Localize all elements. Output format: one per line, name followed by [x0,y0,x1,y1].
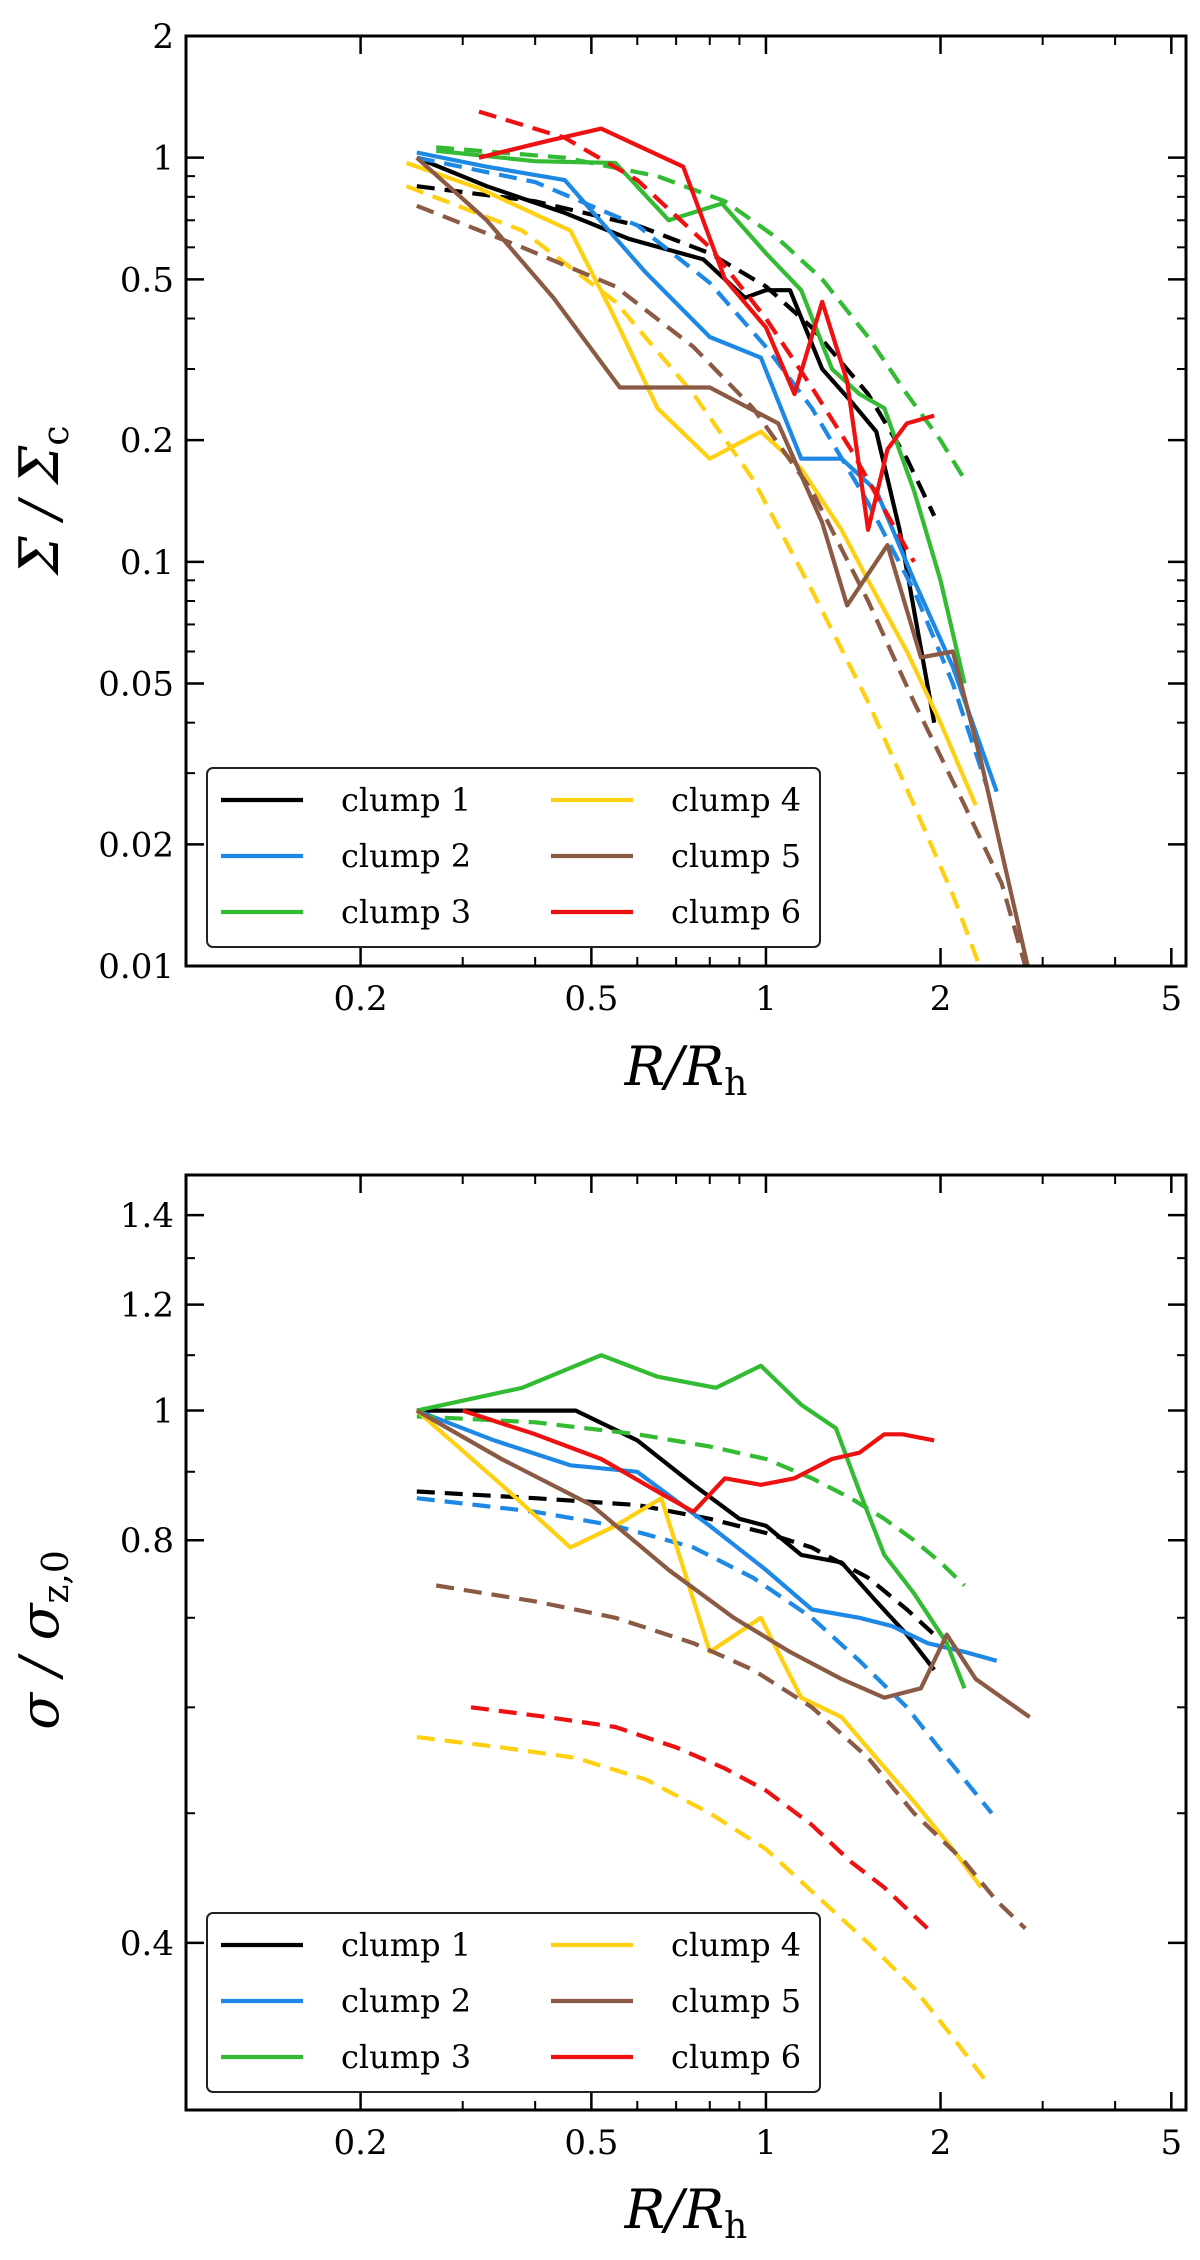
x-tick-label: 0.2 [334,979,388,1019]
legend-label: clump 4 [671,1926,801,1964]
series-line-clump-1-model- [416,1489,936,1637]
y-tick-label: 0.2 [120,421,174,461]
legend-label: clump 3 [341,893,471,931]
legend-box [206,1912,821,2093]
series-line-clump-4 [415,1409,983,1889]
series-line-clump-3-model- [416,1414,966,1588]
series-line-clump-4-model- [416,1735,989,2083]
surface-density-ticks: 0.2 0.5 1 2 5 0.01 0.02 0.05 0.1 0.2 0.5 1 2 [98,17,1186,1019]
series-line-clump-6-model- [470,1705,930,1931]
x-tick-label: 0.5 [564,979,618,1019]
x-tick-label: 2 [930,979,952,1019]
legend-label: clump 6 [671,2038,801,2076]
series-line-clump-5-model- [435,1583,1027,1931]
plot-frame [184,34,1188,968]
series-line-clump-1 [416,1408,936,1672]
series-line-clump-1 [416,155,937,724]
velocity-dispersion-panel: 0.2 0.5 1 2 5 0.4 0.8 1 1.2 1.4 R/Rh σ / σz,0 clu… [8,1173,1188,2247]
y-tick-label: 0.8 [120,1521,174,1561]
y-axis-label: Σ / Σc [8,425,77,576]
y-tick-label: 1.2 [120,1286,174,1326]
legend-label: clump 2 [341,837,471,875]
x-axis-label: R/Rh [624,2178,748,2247]
x-tick-label: 1 [755,979,777,1019]
x-tick-label: 1 [755,2123,777,2163]
x-tick-label: 5 [1161,2123,1183,2163]
y-tick-label: 0.5 [120,260,174,300]
series-line-clump-3 [435,148,967,684]
legend-label: clump 1 [341,781,471,819]
y-tick-label: 0.02 [98,825,174,865]
x-tick-label: 0.2 [334,2123,388,2163]
series-line-clump-5-model- [416,203,1028,966]
legend-box [206,767,821,948]
series-line-clump-2 [416,150,999,793]
velocity-dispersion-lines [415,1353,1031,2083]
legend-label: clump 6 [671,893,801,931]
y-tick-label: 1 [152,1392,174,1432]
series-line-clump-6 [462,1408,935,1514]
series-line-clump-4-model- [405,184,982,966]
series-line-clump-5 [415,1408,1031,1719]
x-tick-label: 2 [930,2123,952,2163]
legend-label: clump 3 [341,2038,471,2076]
x-tick-label: 5 [1161,979,1183,1019]
legend-label: clump 5 [671,837,801,875]
series-line-clump-2-model- [416,155,989,786]
surface-density-panel: 0.2 0.5 1 2 5 0.01 0.02 0.05 0.1 0.2 0.5 1 2 R/Rh Σ … [8,17,1188,1104]
x-axis-label: R/Rh [624,1035,748,1104]
plot-frame [184,1173,1188,2112]
series-line-clump-6-model- [478,109,916,563]
series-line-clump-2-model- [416,1496,994,1815]
series-line-clump-5 [415,156,1030,966]
y-tick-label: 0.01 [98,947,174,987]
legend: clump 1 clump 2 clump 3 clump 4 clump 5 clump… [206,767,821,948]
y-tick-label: 1.4 [120,1196,174,1236]
series-line-clump-1-model- [416,184,937,517]
legend-label: clump 5 [671,1982,801,2020]
legend-label: clump 1 [341,1926,471,1964]
y-axis-label: σ / σz,0 [8,1550,77,1730]
y-tick-label: 0.05 [98,664,174,704]
legend: clump 1 clump 2 clump 3 clump 4 clump 5 clump… [206,1912,821,2093]
legend-label: clump 4 [671,781,801,819]
y-tick-label: 1 [152,139,174,179]
surface-density-lines [405,109,1030,966]
series-line-clump-6 [478,126,935,532]
x-tick-label: 0.5 [564,2123,618,2163]
velocity-dispersion-ticks: 0.2 0.5 1 2 5 0.4 0.8 1 1.2 1.4 [120,1175,1186,2163]
series-line-clump-4 [405,161,978,807]
y-tick-label: 2 [152,17,174,57]
series-line-clump-3 [416,1353,967,1690]
series-line-clump-2 [416,1408,998,1663]
y-tick-label: 0.1 [120,543,174,583]
legend-label: clump 2 [341,1982,471,2020]
y-tick-label: 0.4 [120,1924,174,1964]
